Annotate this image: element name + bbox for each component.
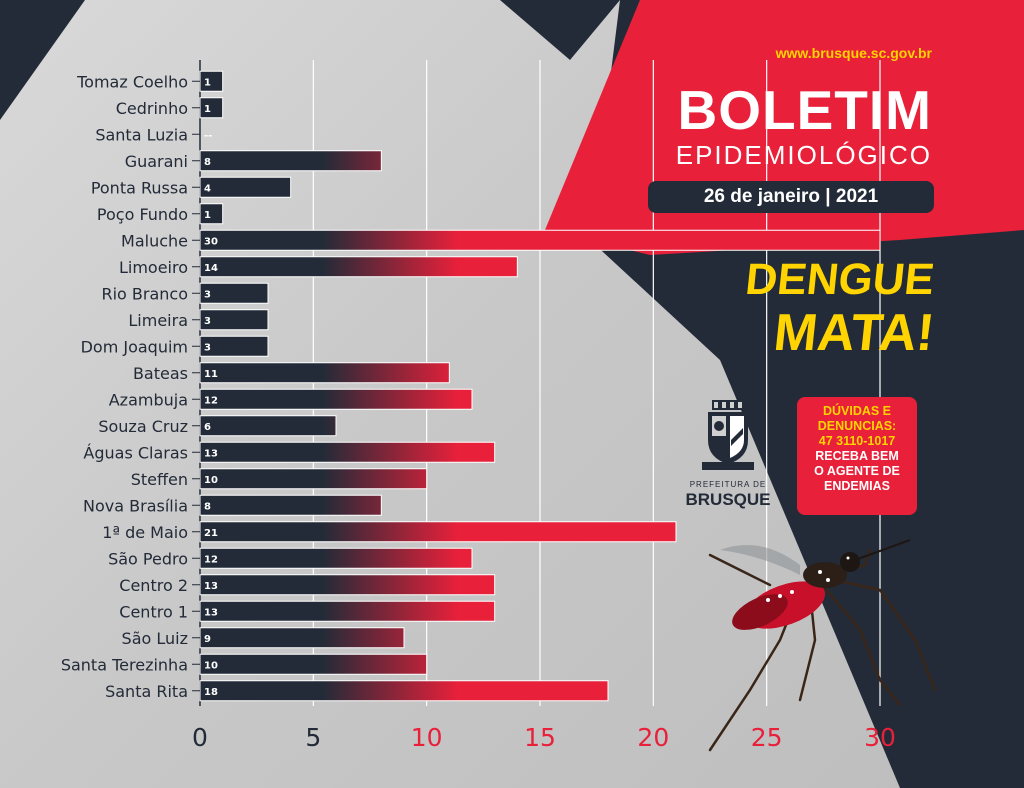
category-label: Rio Branco [101,284,188,303]
value-label: 13 [204,448,218,459]
category-label: São Pedro [108,549,188,568]
value-label: 1 [204,210,211,221]
value-label: 12 [204,395,218,406]
x-tick-label: 25 [751,723,783,752]
contact-phone[interactable]: 47 3110-1017 [818,434,896,448]
bar [199,653,428,675]
category-label: Maluche [121,231,188,250]
category-label: Ponta Russa [91,178,188,197]
category-label: Limeira [128,311,188,330]
value-label: 21 [204,528,218,539]
website-url[interactable]: www.brusque.sc.gov.br [775,45,932,61]
value-label: 1 [204,77,211,88]
bar [199,494,382,516]
contact-message-line-2: O AGENTE DE [814,464,900,478]
bar [199,229,881,251]
bar [199,547,473,569]
contact-question: DÚVIDAS E DENUNCIAS: [817,404,897,433]
value-label: 14 [204,263,218,274]
bulletin-title: BOLETIM [677,79,932,141]
value-label: 9 [204,634,211,645]
logo-caption: PREFEITURA DE [689,480,767,489]
bar [199,521,677,543]
bar [199,362,450,384]
category-label: Santa Terezinha [61,655,188,674]
category-label: Poço Fundo [97,205,188,224]
value-label: 3 [204,342,211,353]
x-tick-label: 30 [864,723,896,752]
category-label: Centro 2 [119,576,188,595]
category-label: Guarani [125,152,188,171]
value-label: -- [204,130,212,141]
logo-name: BRUSQUE [685,490,771,509]
category-label: Souza Cruz [98,417,188,436]
category-label: Santa Luzia [95,125,188,144]
bar [199,176,292,198]
city-crest-icon [702,400,754,470]
value-label: 10 [204,660,218,671]
value-label: 13 [204,581,218,592]
category-label: São Luiz [122,629,188,648]
category-label: Nova Brasília [83,496,188,515]
value-label: 3 [204,289,211,300]
x-tick-label: 20 [637,723,669,752]
slogan-line-2: MATA! [771,304,938,362]
category-label: Steffen [131,470,188,489]
category-label: Limoeiro [119,258,188,277]
bar [199,150,382,172]
bar [199,680,609,702]
value-label: 4 [204,183,211,194]
bar [199,256,518,278]
value-label: 30 [204,236,218,247]
x-tick-label: 5 [305,723,321,752]
slogan-line-1: DENGUE [743,255,937,304]
value-label: 12 [204,554,218,565]
bulletin-date: 26 de janeiro | 2021 [648,181,934,213]
category-label: Azambuja [109,390,188,409]
value-label: 6 [204,422,211,433]
bar [199,600,496,622]
category-label: 1ª de Maio [102,523,188,542]
contact-message-line-3: ENDEMIAS [824,479,890,493]
bulletin-subtitle: EPIDEMIOLÓGICO [675,140,932,170]
category-label: Águas Claras [83,443,188,462]
bar [199,627,405,649]
category-label: Centro 1 [119,602,188,621]
value-label: 8 [204,157,211,168]
x-tick-label: 0 [192,723,208,752]
category-label: Bateas [133,364,188,383]
bar [199,574,496,596]
x-tick-label: 10 [411,723,443,752]
value-label: 1 [204,104,211,115]
value-label: 13 [204,607,218,618]
x-tick-label: 15 [524,723,556,752]
bar [199,468,428,490]
mosquito-icon [708,539,937,752]
bar [199,441,496,463]
value-label: 18 [204,687,218,698]
value-label: 3 [204,316,211,327]
contact-message-line-1: RECEBA BEM [815,449,899,463]
value-label: 8 [204,501,211,512]
category-label: Santa Rita [105,682,188,701]
contact-box: DÚVIDAS E DENUNCIAS: 47 3110-1017 RECEBA… [797,397,917,515]
bar [199,388,473,410]
category-label: Dom Joaquim [81,337,188,356]
category-label: Tomaz Coelho [76,72,188,91]
value-label: 10 [204,475,218,486]
bar [199,415,337,437]
value-label: 11 [204,369,218,380]
category-label: Cedrinho [116,99,188,118]
